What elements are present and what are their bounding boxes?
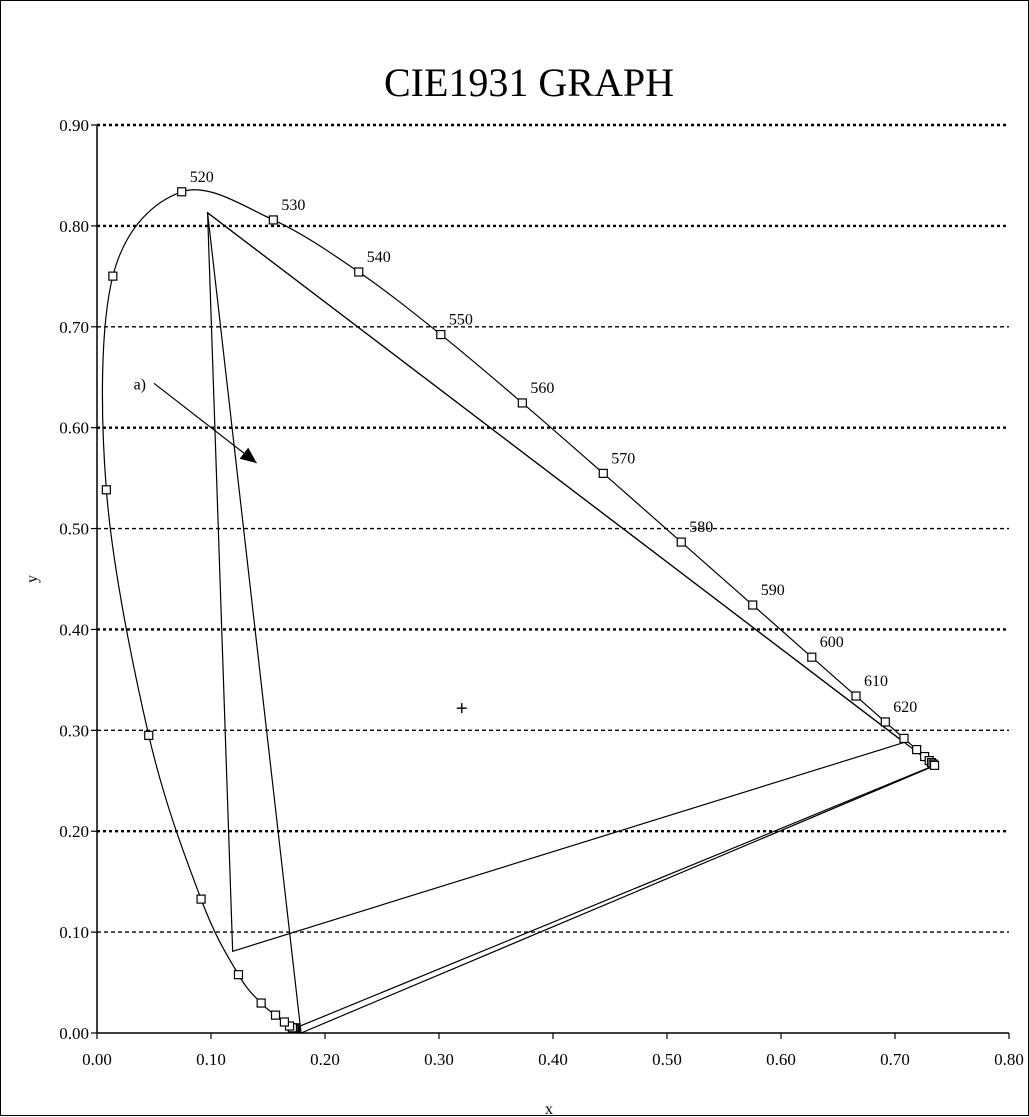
locus-point (929, 760, 940, 770)
y-tick-label: 0.90 (59, 116, 89, 135)
spectral-locus (101, 187, 940, 1033)
spectral-locus-curve (101, 189, 936, 1029)
wavelength-label: 570 (611, 450, 635, 467)
wavelength-label: 580 (689, 519, 713, 536)
wavelength-label: 550 (449, 312, 473, 329)
grid-lines (97, 123, 1009, 933)
x-tick-label: 0.70 (880, 1050, 910, 1069)
y-tick-label: 0.30 (59, 721, 89, 740)
x-tick-label: 0.50 (652, 1050, 682, 1069)
x-tick-label: 0.40 (538, 1050, 568, 1069)
wavelength-labels: 520 530 540 550 560 570 580 590 600 610 620 (190, 169, 918, 716)
annotation-arrow-head (239, 447, 257, 463)
x-tick-labels: 0.00 0.10 0.20 0.30 0.40 0.50 0.60 0.70 0.80 (82, 1050, 1024, 1069)
y-tick-label: 0.10 (59, 923, 89, 942)
chart-title: CIE1931 GRAPH (384, 60, 674, 105)
wavelength-label: 530 (281, 197, 305, 214)
locus-point (196, 894, 206, 904)
annotation-arrow-line (153, 382, 257, 464)
x-tick-label: 0.80 (994, 1050, 1024, 1069)
wavelength-label: 590 (761, 582, 785, 599)
annotation: a) (134, 376, 257, 464)
gamut-triangle-inner (206, 211, 906, 953)
y-tick-label: 0.80 (59, 217, 89, 236)
wavelength-label: 540 (367, 249, 391, 266)
locus-point (880, 717, 890, 727)
wavelength-label: 600 (820, 634, 844, 651)
gamut-triangle-outer (206, 211, 937, 1034)
y-tick-label: 0.60 (59, 419, 89, 438)
locus-point (807, 652, 817, 662)
annotation-label: a) (134, 376, 146, 393)
locus-point (270, 1010, 281, 1020)
locus-point (279, 1017, 290, 1027)
locus-point (256, 998, 266, 1008)
locus-point (598, 468, 608, 478)
y-tick-label: 0.20 (59, 822, 89, 841)
x-tick-label: 0.60 (766, 1050, 796, 1069)
locus-point (436, 329, 446, 340)
locus-point (108, 271, 118, 281)
locus-point (517, 398, 527, 408)
locus-point (912, 745, 922, 755)
y-tick-label: 0.50 (59, 520, 89, 539)
gamut-triangles (206, 211, 937, 1034)
x-tick-label: 0.00 (82, 1050, 112, 1069)
wavelength-label: 610 (864, 673, 888, 690)
y-tick-label: 0.70 (59, 318, 89, 337)
locus-point (748, 600, 758, 610)
locus-point (676, 537, 686, 547)
y-tick-labels: 0.00 0.10 0.20 0.30 0.40 0.50 0.60 0.70 0.80 0.90 (59, 116, 89, 1043)
locus-point (177, 187, 187, 197)
x-tick-label: 0.30 (424, 1050, 454, 1069)
y-tick-label: 0.40 (59, 620, 89, 639)
locus-point (354, 267, 364, 277)
wavelength-label: 620 (893, 699, 917, 716)
x-tick-label: 0.20 (310, 1050, 340, 1069)
locus-point (268, 215, 278, 225)
locus-point (233, 970, 244, 980)
x-axis-label: x (545, 1101, 553, 1117)
y-axis-label: y (24, 575, 41, 583)
locus-point (101, 485, 111, 495)
x-tick-label: 0.10 (196, 1050, 226, 1069)
locus-point (851, 691, 861, 701)
locus-point (144, 730, 154, 740)
axes (91, 124, 1010, 1039)
locus-point (899, 733, 909, 744)
y-tick-label: 0.00 (59, 1024, 89, 1043)
wavelength-label: 560 (530, 380, 554, 397)
wavelength-label: 520 (190, 169, 214, 186)
